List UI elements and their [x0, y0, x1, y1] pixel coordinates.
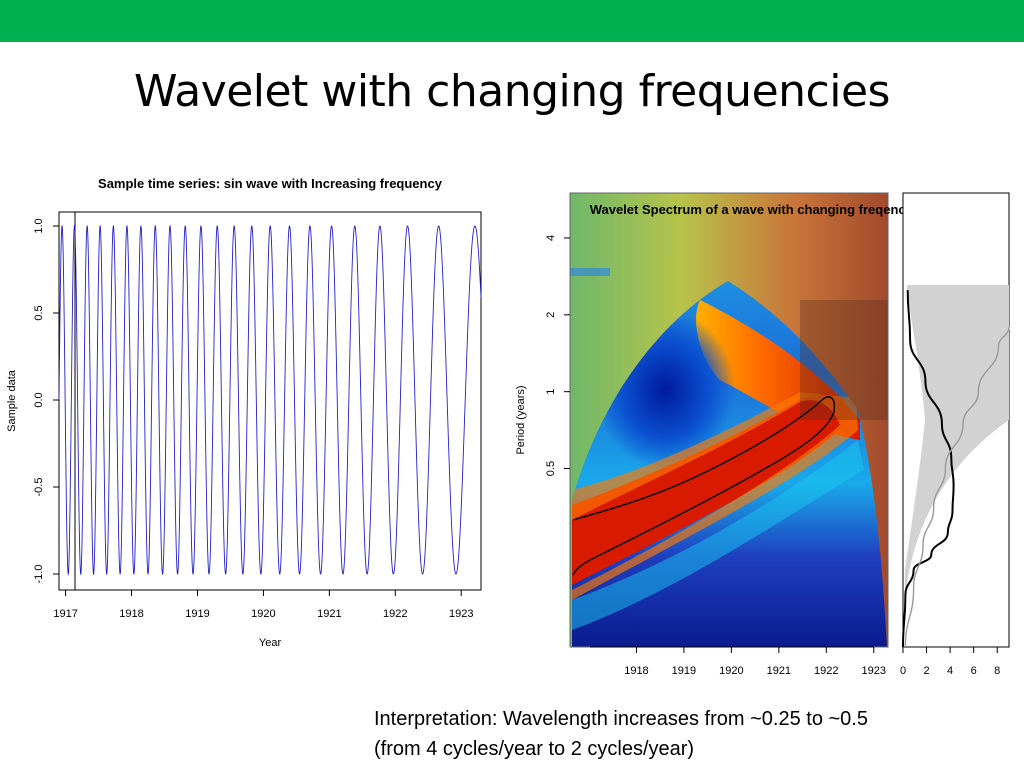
- time-series-x-tick-label: 1921: [317, 608, 341, 620]
- wavelet-x-tick-label: 1920: [719, 665, 743, 677]
- global-power-lines: [902, 290, 1010, 648]
- global-power-x-ticks: 0 2 4 6 8: [900, 647, 1000, 677]
- wavelet-y-ticks: 0.5 1 2 4: [545, 235, 570, 476]
- wavelet-x-tick-label: 1919: [672, 665, 696, 677]
- time-series-y-ticks: -1.0 -0.5 0.0 0.5 1.0: [33, 218, 59, 583]
- wavelet-y-tick-label: 2: [545, 312, 557, 318]
- wavelet-x-ticks: 1918 1919 1920 1921 1922 1923: [590, 646, 886, 677]
- interpretation-text: Interpretation: Wavelength increases fro…: [374, 704, 1024, 764]
- time-series-y-tick-label: 0.5: [33, 305, 45, 320]
- interpretation-line-1: Interpretation: Wavelength increases fro…: [374, 708, 868, 730]
- time-series-x-tick-label: 1918: [119, 608, 143, 620]
- time-series-y-tick-label: -1.0: [33, 565, 45, 584]
- global-power-x-tick-label: 4: [947, 665, 953, 677]
- wavelet-y-label: Period (years): [515, 385, 527, 454]
- global-power-x-tick-label: 2: [923, 665, 929, 677]
- time-series-x-tick-label: 1922: [383, 608, 407, 620]
- time-series-y-tick-label: 0.0: [33, 392, 45, 407]
- wavelet-y-tick-label: 4: [545, 235, 557, 241]
- time-series-x-tick-label: 1917: [53, 608, 77, 620]
- wavelet-ridge-glow: [572, 392, 858, 600]
- global-power-line: [902, 290, 955, 648]
- wavelet-streak: [570, 268, 610, 276]
- wavelet-y-tick-label: 0.5: [545, 461, 557, 476]
- wavelet-significance-contour: [572, 396, 836, 576]
- wavelet-x-tick-label: 1922: [814, 665, 838, 677]
- interpretation-line-2: (from 4 cycles/year to 2 cycles/year): [374, 738, 695, 760]
- wavelet-ridge-fringe: [572, 440, 864, 630]
- wavelet-x-tick-label: 1918: [624, 665, 648, 677]
- wavelet-dark-shade: [800, 300, 888, 420]
- time-series-x-label: Year: [259, 637, 282, 649]
- wavelet-x-tick-label: 1921: [767, 665, 791, 677]
- time-series-y-tick-label: 1.0: [33, 218, 45, 233]
- global-power-significance-line: [904, 326, 1010, 648]
- time-series-frame: [58, 211, 482, 591]
- time-series-x-tick-label: 1923: [449, 608, 473, 620]
- wavelet-x-tick-label: 1923: [862, 665, 886, 677]
- slide-title: Wavelet with changing frequencies: [134, 66, 890, 117]
- global-power-x-tick-label: 0: [900, 665, 906, 677]
- time-series-x-tick-label: 1920: [251, 608, 275, 620]
- time-series-sine-line: [58, 224, 482, 576]
- time-series-y-label: Sample data: [6, 369, 18, 432]
- global-power-x-tick-label: 8: [994, 665, 1000, 677]
- time-series-x-ticks: 1917 1918 1919 1920 1921 1922 1923: [53, 590, 473, 620]
- time-series-title: Sample time series: sin wave with Increa…: [98, 176, 443, 191]
- time-series-x-tick-label: 1919: [185, 608, 209, 620]
- wavelet-y-tick-label: 1: [545, 389, 557, 395]
- global-power-x-tick-label: 6: [971, 665, 977, 677]
- time-series-y-tick-label: -0.5: [33, 478, 45, 497]
- slide-header-bar: [0, 0, 1024, 42]
- wavelet-title: Wavelet Spectrum of a wave with changing…: [590, 202, 975, 217]
- wavelet-power-ridge: [572, 393, 850, 585]
